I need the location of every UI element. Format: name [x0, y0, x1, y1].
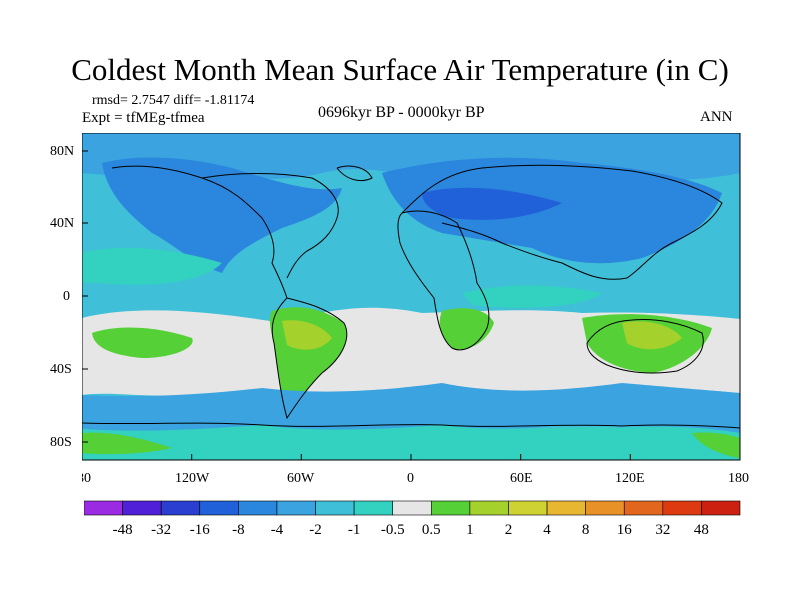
colorbar-label: -16 — [190, 522, 210, 538]
coast-south-america — [271, 297, 348, 420]
x-tick-label: 0 — [407, 471, 414, 486]
colorbar-label: 48 — [694, 522, 709, 538]
field-pacific — [82, 247, 222, 285]
field-eurasia-core — [422, 187, 562, 220]
plot-title: Coldest Month Mean Surface Air Temperatu… — [71, 52, 729, 87]
x-tick-label: 120E — [615, 471, 645, 486]
colorbar-box — [160, 500, 201, 516]
colorbar-label: -8 — [232, 522, 245, 538]
coast-africa — [397, 210, 490, 351]
x-axis-labels: 180 120W 60W 0 60E 120E 180 — [82, 471, 749, 486]
colorbar-box — [84, 500, 123, 516]
x-tick-label: 60W — [287, 471, 315, 486]
colorbar-box — [546, 500, 586, 516]
colorbar-label: 4 — [543, 522, 551, 538]
field-north-america — [102, 157, 342, 273]
colorbar-label: 0.5 — [422, 522, 441, 538]
colorbar-boxes — [84, 500, 741, 516]
colorbar: -48 -32 -16 -8 -4 -2 -1 -0.5 0.5 1 2 4 8 16 32 48 — [84, 500, 741, 538]
colorbar-box — [392, 500, 432, 516]
coast-greenland — [336, 165, 373, 181]
period-label: 0696kyr BP - 0000kyr BP — [318, 104, 485, 121]
field-south-pacific-warm — [92, 327, 193, 358]
field-australia-core — [622, 321, 682, 350]
x-tick-label: 120W — [175, 471, 210, 486]
colorbar-label: -48 — [113, 522, 133, 538]
colorbar-labels: -48 -32 -16 -8 -4 -2 -1 -0.5 0.5 1 2 4 8 16 32 48 — [113, 522, 709, 538]
colorbar-label: 8 — [582, 522, 590, 538]
colorbar-label: -2 — [309, 522, 322, 538]
colorbar-label: -1 — [348, 522, 361, 538]
colorbar-box — [623, 500, 664, 516]
field-indian — [462, 285, 602, 308]
colorbar-box — [122, 500, 162, 516]
stats-label: rmsd= 2.7547 diff= -1.81174 — [92, 93, 255, 108]
colorbar-label: 16 — [617, 522, 633, 538]
field-south-america-core — [282, 320, 332, 350]
field-southern-ocean — [82, 383, 740, 433]
experiment-label: Expt = tfMEg-tfmea — [82, 110, 205, 126]
temperature-map: 180 120W 60W 0 60E 120E 180 — [82, 133, 749, 486]
colorbar-label: -0.5 — [381, 522, 405, 538]
colorbar-label: -4 — [271, 522, 284, 538]
x-ticks — [82, 150, 741, 460]
colorbar-box — [701, 500, 741, 516]
colorbar-label: 2 — [505, 522, 512, 538]
colorbar-label: 1 — [466, 522, 474, 538]
y-tick-label: 40S — [50, 362, 72, 377]
coastlines — [82, 164, 740, 429]
y-tick-label: 80S — [50, 435, 72, 450]
x-tick-label: 60E — [510, 471, 533, 486]
field-antarctic-warm-east — [692, 432, 740, 458]
colorbar-label: 32 — [655, 522, 670, 538]
y-tick-label: 80N — [50, 144, 75, 159]
coast-eurasia — [401, 164, 723, 280]
colorbar-box — [585, 500, 625, 516]
field-southern-neutral — [82, 307, 740, 396]
coast-australia — [586, 319, 704, 374]
field-eurasia — [382, 157, 722, 264]
colorbar-box — [353, 500, 394, 516]
season-label: ANN — [700, 109, 733, 125]
colorbar-box — [469, 500, 509, 516]
x-tick-label: 180 — [728, 471, 749, 486]
colorbar-box — [430, 500, 471, 516]
field-antarctic — [82, 425, 740, 460]
field-antarctic-warm-west — [82, 432, 172, 455]
coast-antarctica — [82, 422, 740, 429]
coast-north-america-east — [201, 172, 339, 279]
y-tick-label: 40N — [50, 216, 75, 231]
colorbar-box — [315, 500, 355, 516]
coast-north-america-west — [111, 165, 288, 299]
colorbar-box — [238, 500, 278, 516]
map-field — [82, 133, 740, 460]
colorbar-box — [199, 500, 239, 516]
x-tick-label: 180 — [82, 471, 91, 486]
colorbar-box — [662, 500, 702, 516]
colorbar-box — [508, 500, 548, 516]
colorbar-box — [276, 500, 316, 516]
colorbar-label: -32 — [151, 522, 171, 538]
y-tick-label: 0 — [63, 289, 70, 304]
